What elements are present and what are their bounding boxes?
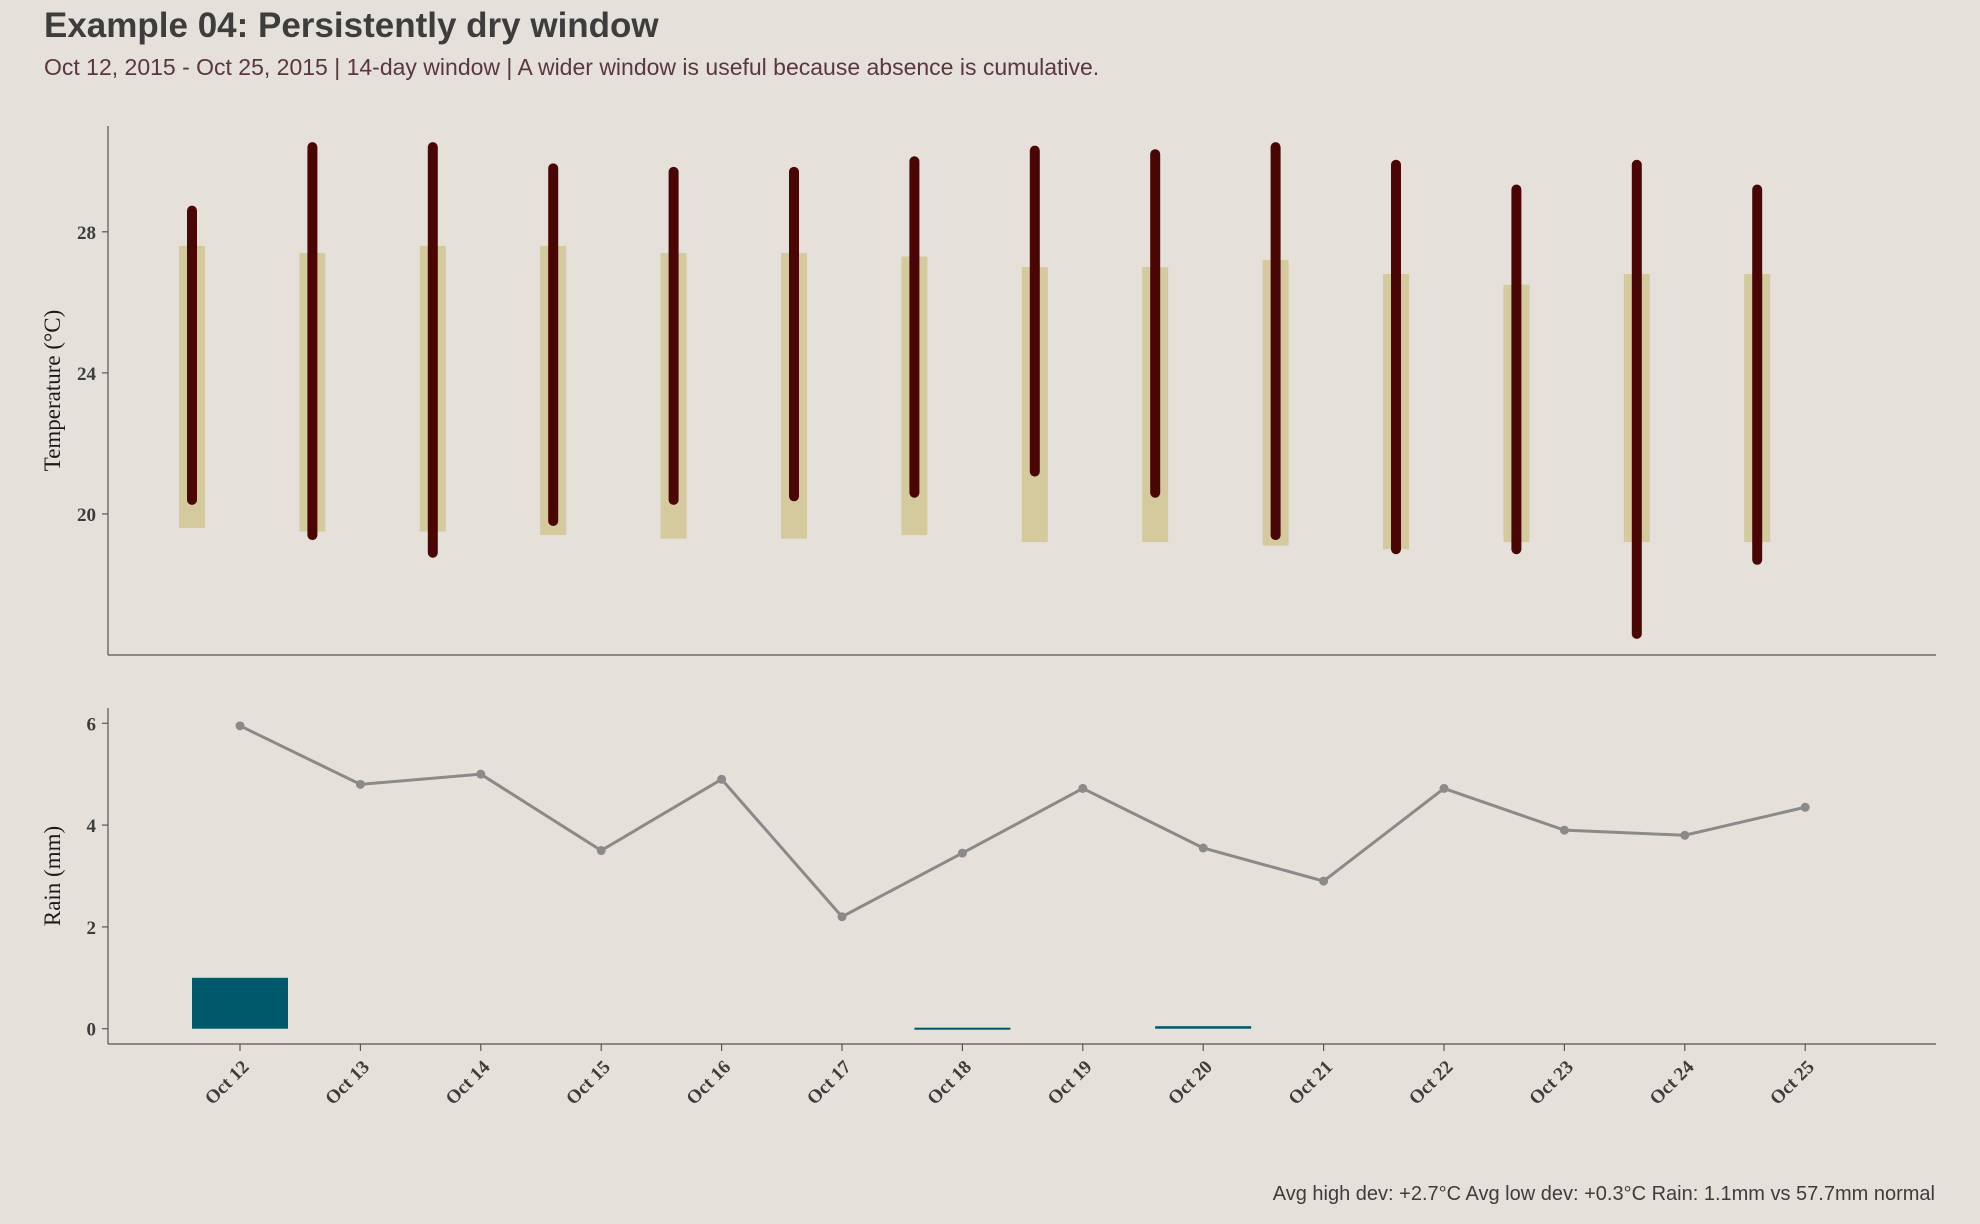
x-tick-label: Oct 12 xyxy=(201,1057,254,1110)
x-tick-label: Oct 13 xyxy=(321,1057,374,1110)
normal-rain-point xyxy=(1198,843,1208,853)
chart-title: Example 04: Persistently dry window xyxy=(44,6,659,45)
x-tick-label: Oct 18 xyxy=(923,1057,976,1110)
temperature-y-tick-label: 20 xyxy=(77,505,96,526)
x-tick-label: Oct 25 xyxy=(1766,1057,1819,1110)
actual-temperature-ranges xyxy=(187,142,1763,639)
rain-bar xyxy=(192,977,288,1029)
chart-subtitle: Oct 12, 2015 - Oct 25, 2015 | 14-day win… xyxy=(44,54,1100,80)
normal-rain-point xyxy=(717,774,727,784)
x-tick-label: Oct 16 xyxy=(683,1057,736,1110)
normal-temperature-bands xyxy=(179,245,1771,550)
rain-y-tick-label: 4 xyxy=(87,816,97,837)
rain-y-tick-label: 2 xyxy=(87,918,97,939)
x-tick-label: Oct 19 xyxy=(1044,1057,1097,1110)
normal-rain-point xyxy=(476,769,486,779)
normal-rain-point xyxy=(1680,830,1690,840)
summary-footer: Avg high dev: +2.7°C Avg low dev: +0.3°C… xyxy=(1272,1183,1935,1205)
rain-axes: 0 2 4 6 Oct 12 Oct 13 Oct 14 Oct 15 Oct 16 Oct 17… xyxy=(87,708,1936,1110)
normal-rain-point xyxy=(596,846,606,856)
normal-rain-point xyxy=(1319,876,1329,886)
temperature-y-tick-label: 28 xyxy=(77,223,96,244)
rain-y-tick-label: 0 xyxy=(87,1020,97,1041)
normal-rain-polyline xyxy=(239,724,1806,919)
normal-rain-line xyxy=(235,721,1810,922)
normal-rain-point xyxy=(1800,802,1810,812)
x-tick-label: Oct 17 xyxy=(803,1056,856,1109)
x-tick-label: Oct 14 xyxy=(442,1056,495,1109)
x-tick-label: Oct 24 xyxy=(1646,1056,1699,1109)
normal-rain-point xyxy=(1439,783,1449,793)
actual-rain-bars xyxy=(192,977,1252,1030)
x-tick-label: Oct 22 xyxy=(1405,1057,1458,1110)
temperature-panel: 20 24 28 Temperature (°C) xyxy=(40,126,1936,656)
rain-bar xyxy=(914,1027,1011,1030)
temperature-y-tick-label: 24 xyxy=(77,364,97,385)
x-tick-label: Oct 21 xyxy=(1285,1057,1338,1110)
rain-y-tick-label: 6 xyxy=(87,714,97,735)
temperature-axes: 20 24 28 xyxy=(77,126,1936,656)
rain-panel: 0 2 4 6 Oct 12 Oct 13 Oct 14 Oct 15 Oct 16 Oct 17… xyxy=(40,708,1936,1109)
rain-bar xyxy=(1155,1026,1252,1029)
x-tick-label: Oct 15 xyxy=(562,1057,615,1110)
rain-y-axis-label: Rain (mm) xyxy=(40,826,65,926)
temperature-y-axis-label: Temperature (°C) xyxy=(40,310,65,471)
x-tick-label: Oct 23 xyxy=(1525,1057,1578,1110)
normal-rain-point xyxy=(235,721,245,731)
normal-rain-point xyxy=(1078,783,1088,793)
normal-rain-point xyxy=(1559,825,1569,835)
x-tick-label: Oct 20 xyxy=(1164,1057,1217,1110)
normal-rain-point xyxy=(355,779,365,789)
normal-rain-point xyxy=(837,912,847,922)
normal-rain-point xyxy=(957,848,967,858)
